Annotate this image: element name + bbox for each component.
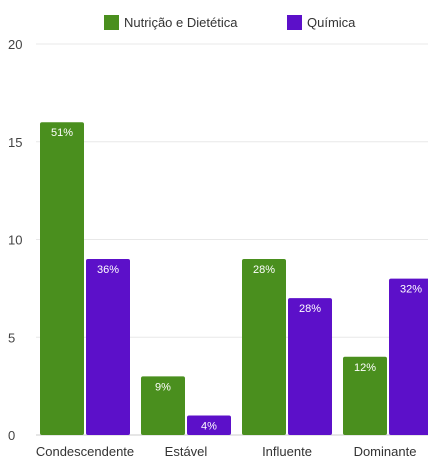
data-label: 28% <box>253 264 275 276</box>
bar-estável-nutricao <box>141 376 185 435</box>
bar-dominante-nutricao <box>343 356 387 435</box>
y-axis-ticks: 0 5 10 15 20 <box>8 37 22 443</box>
data-label: 4% <box>201 420 217 432</box>
data-label: 28% <box>299 303 321 315</box>
data-label: 32% <box>400 284 422 296</box>
legend-label-quimica: Química <box>307 15 356 30</box>
bar-dominante-quimica <box>389 278 428 435</box>
y-tick-label: 0 <box>8 428 15 443</box>
bars <box>40 122 428 435</box>
legend-label-nutricao: Nutrição e Dietética <box>124 15 238 30</box>
data-label: 36% <box>97 264 119 276</box>
bar-estável-quimica <box>187 415 231 435</box>
y-tick-label: 15 <box>8 135 22 150</box>
x-category-label: Dominante <box>354 444 417 459</box>
y-tick-label: 5 <box>8 330 15 345</box>
legend: Nutrição e Dietética Química <box>104 15 356 30</box>
x-category-label: Condescendente <box>36 444 134 459</box>
x-category-label: Estável <box>165 444 208 459</box>
x-axis-categories: Condescendente Estável Influente Dominante <box>36 444 417 459</box>
bar-condescendente-quimica <box>86 259 130 435</box>
bar-influente-nutricao <box>242 259 286 435</box>
y-tick-label: 10 <box>8 233 22 248</box>
bar-influente-quimica <box>288 298 332 435</box>
legend-swatch-quimica <box>287 15 302 30</box>
y-tick-label: 20 <box>8 37 22 52</box>
data-label: 51% <box>51 127 73 139</box>
data-labels: 51% 36% 9% 4% 28% 28% 12% 32% <box>51 127 422 432</box>
bar-condescendente-nutricao <box>40 122 84 435</box>
x-category-label: Influente <box>262 444 312 459</box>
legend-swatch-nutricao <box>104 15 119 30</box>
data-label: 9% <box>155 381 171 393</box>
data-label: 12% <box>354 362 376 374</box>
